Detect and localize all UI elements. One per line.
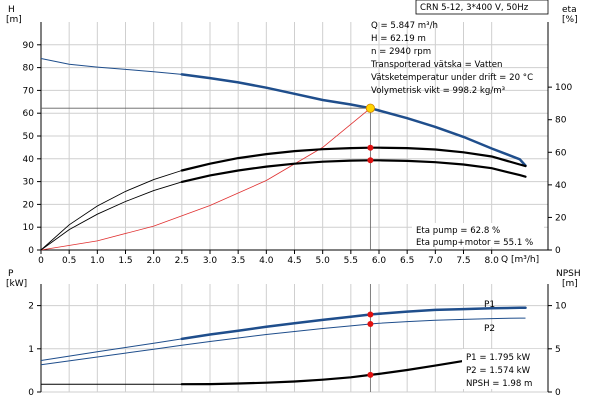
operating-point-info: Q = 5.847 m³/h H = 62.19 m n = 2940 rpm … [370, 21, 533, 96]
p-tick-label: 1 [28, 345, 34, 355]
h-tick-label: 70 [23, 86, 35, 96]
q-tick-label: 7.0 [428, 256, 443, 266]
npsh-tick-label: 0 [555, 388, 561, 398]
p2-curve-thin [40, 317, 526, 366]
top-left-ticks: 0 10 20 30 40 50 60 70 80 90 [23, 41, 41, 256]
info-q: Q = 5.847 m³/h [371, 21, 438, 31]
q-tick-label: 3.5 [231, 256, 245, 266]
eta-marker [367, 144, 374, 151]
q-tick-label: 8.0 [485, 256, 500, 266]
system-curve-thin [40, 107, 371, 251]
p2-text: P2 = 1.574 kW [466, 366, 531, 376]
grid-bottom [40, 284, 548, 393]
npsh-axis-title: NPSH [556, 269, 581, 279]
bottom-right-ticks: 0 5 10 [548, 302, 567, 398]
q-tick-label: 2.0 [147, 256, 162, 266]
q-tick-label: 0.5 [62, 256, 76, 266]
power-marker [367, 321, 374, 328]
eta-tick-label: 20 [555, 213, 567, 223]
top-right-ticks: 0 20 40 60 80 100 [548, 83, 572, 256]
eta-axis-title: eta [562, 5, 577, 15]
q-tick-label: 6.5 [400, 256, 414, 266]
h-tick-label: 10 [23, 223, 35, 233]
power-marker [367, 371, 374, 378]
p-tick-label: 0 [28, 388, 34, 398]
h-tick-label: 80 [23, 64, 35, 74]
pump-label: CRN 5-12, 3*400 V, 50Hz [420, 3, 529, 13]
h-tick-label: 90 [23, 41, 35, 51]
eta-tick-label: 80 [555, 116, 567, 126]
npsh-axis-unit: [m] [562, 279, 578, 289]
p2-series-label: P2 [484, 324, 495, 334]
q-tick-label: 4.5 [287, 256, 301, 266]
eta-axis-unit: [%] [562, 15, 578, 25]
h-tick-label: 20 [23, 200, 35, 210]
info-liquid: Transporterad vätska = Vatten [370, 60, 503, 70]
eta-pump-motor-text: Eta pump+motor = 55.1 % [416, 238, 533, 248]
pump-label-box [415, 0, 549, 15]
q-tick-label: 5.0 [316, 256, 331, 266]
p-axis-title: P [8, 269, 14, 279]
eta-tick-label: 100 [555, 83, 572, 93]
duty-point-markers [365, 103, 375, 378]
efficiency-info-box [412, 223, 544, 247]
h-tick-label: 50 [23, 132, 35, 142]
p1-series-label: P1 [484, 300, 495, 310]
x-axis-ticks: 0 0.5 1.0 1.5 2.0 2.5 3.0 3.5 4.0 4.5 5.0 5.5 6.0 6.5… [38, 250, 499, 266]
q-tick-label: 4.0 [259, 256, 274, 266]
p-tick-label: 2 [28, 302, 34, 312]
p-axis-unit: [kW] [6, 279, 27, 289]
p1-text: P1 = 1.795 kW [466, 353, 531, 363]
q-tick-label: 1.0 [90, 256, 105, 266]
q-tick-label: 7.5 [456, 256, 470, 266]
power-info-box [462, 349, 546, 389]
eta-marker [367, 157, 374, 164]
power-marker [367, 311, 374, 318]
h-tick-label: 60 [23, 109, 35, 119]
q-tick-label: 2.5 [175, 256, 189, 266]
q-tick-label: 6.0 [372, 256, 387, 266]
info-temperature: Vätsketemperatur under drift = 20 °C [371, 73, 533, 83]
duty-point-marker [365, 103, 375, 113]
h-axis-title: H [8, 5, 15, 15]
eta-pump-text: Eta pump = 62.8 % [416, 226, 500, 236]
npsh-tick-label: 5 [555, 345, 561, 355]
eta-tick-label: 40 [555, 181, 567, 191]
h-axis-unit: [m] [6, 15, 22, 25]
npsh-tick-label: 10 [555, 302, 567, 312]
eta-tick-label: 60 [555, 148, 567, 158]
q-tick-label: 0 [38, 256, 44, 266]
h-tick-label: 30 [23, 178, 35, 188]
h-tick-label: 0 [28, 246, 34, 256]
q-tick-label: 3.0 [203, 256, 218, 266]
h-tick-label: 40 [23, 155, 35, 165]
q-tick-label: 5.5 [344, 256, 358, 266]
info-h: H = 62.19 m [371, 34, 426, 44]
eta-tick-label: 0 [555, 246, 561, 256]
q-tick-label: 1.5 [118, 256, 132, 266]
bottom-left-ticks: 0 1 2 [28, 302, 41, 398]
q-axis-title: Q [m³/h] [501, 255, 539, 265]
npsh-text: NPSH = 1.98 m [466, 379, 532, 389]
npsh-curve-thick [180, 352, 499, 386]
info-density: Volymetrisk vikt = 998.2 kg/m³ [371, 86, 506, 96]
info-n: n = 2940 rpm [371, 47, 431, 57]
